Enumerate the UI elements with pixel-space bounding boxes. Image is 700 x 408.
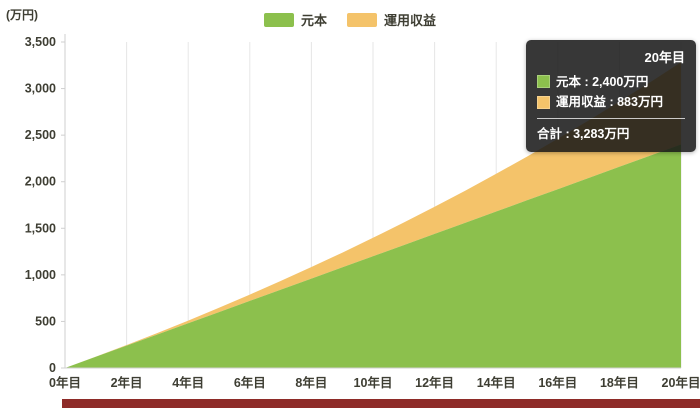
svg-text:6年目: 6年目 bbox=[234, 375, 266, 390]
legend: 元本 運用収益 bbox=[0, 10, 700, 29]
svg-text:500: 500 bbox=[35, 314, 56, 328]
returns-swatch-icon bbox=[347, 12, 377, 27]
svg-text:1,500: 1,500 bbox=[25, 221, 56, 235]
svg-text:0年目: 0年目 bbox=[49, 375, 81, 390]
tooltip-total-text: 合計 : 3,283万円 bbox=[537, 127, 630, 142]
tooltip: 20年目 元本 : 2,400万円 運用収益 : 883万円 合計 : 3,28… bbox=[526, 40, 696, 153]
tooltip-row-principal: 元本 : 2,400万円 bbox=[537, 74, 685, 91]
legend-item-principal[interactable]: 元本 bbox=[263, 10, 327, 29]
svg-text:16年目: 16年目 bbox=[538, 375, 577, 390]
svg-text:2年目: 2年目 bbox=[111, 375, 143, 390]
svg-text:3,500: 3,500 bbox=[25, 35, 56, 49]
svg-text:18年目: 18年目 bbox=[600, 375, 639, 390]
tooltip-principal-text: 元本 : 2,400万円 bbox=[556, 74, 649, 89]
y-axis-unit-label: (万円) bbox=[6, 8, 38, 22]
tooltip-returns-text: 運用収益 : 883万円 bbox=[556, 95, 663, 110]
svg-text:0: 0 bbox=[49, 361, 56, 375]
svg-text:2,500: 2,500 bbox=[25, 128, 56, 142]
principal-swatch-icon bbox=[263, 12, 294, 27]
svg-text:14年目: 14年目 bbox=[477, 375, 516, 390]
tooltip-row-returns: 運用収益 : 883万円 bbox=[537, 94, 685, 111]
svg-text:3,000: 3,000 bbox=[25, 82, 56, 96]
svg-text:2,000: 2,000 bbox=[25, 175, 56, 189]
returns-swatch-icon bbox=[537, 96, 550, 110]
tooltip-total-row: 合計 : 3,283万円 bbox=[537, 118, 685, 143]
svg-text:8年目: 8年目 bbox=[295, 375, 327, 390]
bottom-scrollbar[interactable] bbox=[62, 399, 700, 408]
legend-item-returns[interactable]: 運用収益 bbox=[347, 10, 436, 29]
svg-text:12年目: 12年目 bbox=[415, 375, 454, 390]
principal-swatch-icon bbox=[537, 75, 550, 89]
svg-text:4年目: 4年目 bbox=[172, 375, 204, 390]
legend-label-principal: 元本 bbox=[300, 13, 327, 28]
svg-text:20年目: 20年目 bbox=[662, 375, 700, 390]
svg-text:1,000: 1,000 bbox=[25, 268, 56, 282]
svg-text:10年目: 10年目 bbox=[354, 375, 393, 390]
tooltip-title: 20年目 bbox=[644, 50, 685, 65]
legend-label-returns: 運用収益 bbox=[384, 13, 437, 28]
